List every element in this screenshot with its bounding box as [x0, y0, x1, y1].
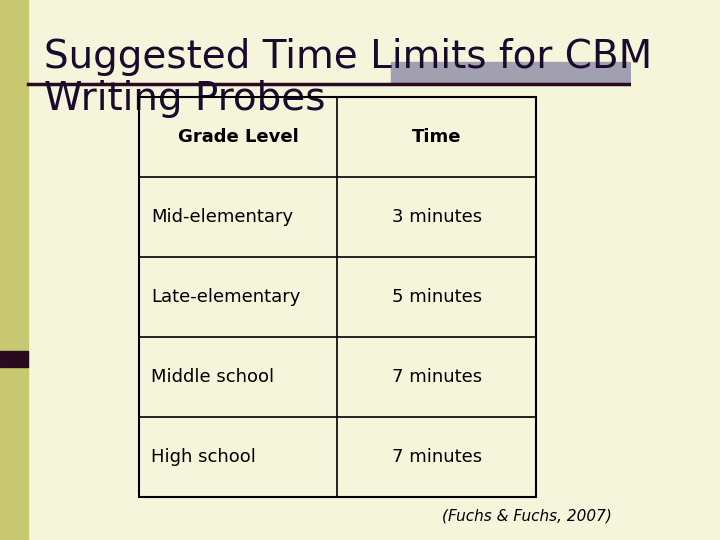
Bar — [391, 62, 631, 84]
Text: Grade Level: Grade Level — [178, 128, 299, 146]
Text: 7 minutes: 7 minutes — [392, 368, 482, 386]
Text: 7 minutes: 7 minutes — [392, 448, 482, 466]
Bar — [0, 0, 28, 540]
Text: Mid-elementary: Mid-elementary — [151, 208, 294, 226]
Text: 3 minutes: 3 minutes — [392, 208, 482, 226]
Text: Middle school: Middle school — [151, 368, 274, 386]
Text: Time: Time — [412, 128, 462, 146]
Text: Late-elementary: Late-elementary — [151, 288, 301, 306]
Text: Suggested Time Limits for CBM
Writing Probes: Suggested Time Limits for CBM Writing Pr… — [44, 38, 652, 118]
Text: High school: High school — [151, 448, 256, 466]
Bar — [139, 97, 536, 497]
Bar — [0, 351, 28, 367]
Text: (Fuchs & Fuchs, 2007): (Fuchs & Fuchs, 2007) — [442, 509, 612, 524]
Text: 5 minutes: 5 minutes — [392, 288, 482, 306]
